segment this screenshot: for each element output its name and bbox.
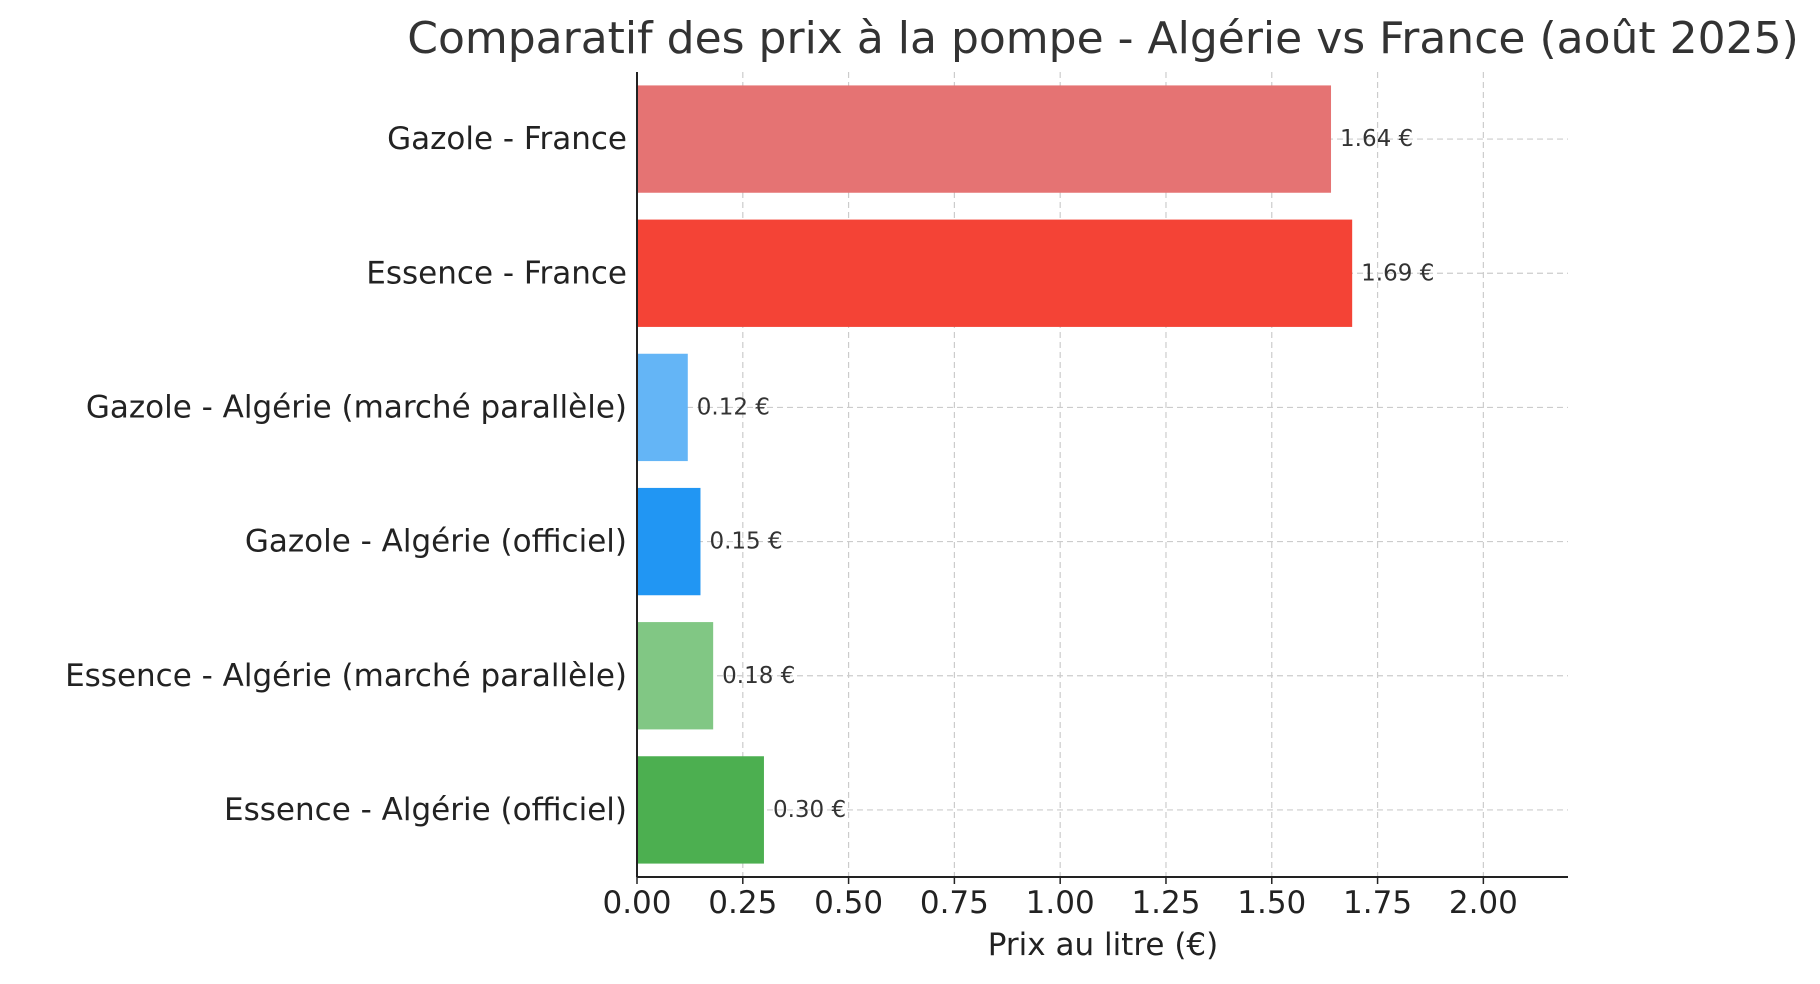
x-axis-label: Prix au litre (€) (988, 927, 1219, 963)
y-tick-labels: Gazole - France Essence - France Gazole - … (65, 121, 627, 828)
bars (637, 85, 1353, 864)
bar-value-label: 1.69 € (1361, 260, 1434, 286)
y-tick-label: Essence - France (366, 255, 627, 291)
x-tick-labels: 0.00 0.25 0.50 0.75 1.00 1.25 1.50 1.75 2.00 (602, 885, 1517, 921)
x-tick-label: 2.00 (1449, 885, 1518, 921)
x-tick-label: 0.50 (814, 885, 883, 921)
bar-value-label: 0.15 € (709, 529, 782, 555)
value-labels: 1.64 € 1.69 € 0.12 € 0.15 € 0.18 € 0.30 € (697, 126, 1435, 823)
bar (637, 85, 1332, 193)
x-tick-label: 1.25 (1131, 885, 1200, 921)
bar-value-label: 1.64 € (1340, 126, 1413, 152)
y-tick-label: Gazole - Algérie (officiel) (245, 524, 627, 560)
x-tick-label: 0.25 (708, 885, 777, 921)
x-tick-label: 1.00 (1026, 885, 1095, 921)
y-tick-label: Essence - Algérie (marché parallèle) (65, 658, 627, 694)
bar-value-label: 0.12 € (697, 394, 770, 420)
bar (637, 756, 764, 864)
y-tick-label: Gazole - France (387, 121, 627, 157)
y-tick-label: Essence - Algérie (officiel) (224, 792, 627, 828)
x-tick-label: 1.75 (1343, 885, 1412, 921)
x-tick-label: 1.50 (1237, 885, 1306, 921)
x-tick-label: 0.75 (920, 885, 989, 921)
bar-value-label: 0.30 € (773, 797, 846, 823)
chart-title: Comparatif des prix à la pompe - Algérie… (407, 13, 1799, 64)
bar (637, 487, 701, 596)
bar (637, 353, 688, 462)
axes (636, 72, 1568, 884)
x-tick-label: 0.00 (602, 885, 671, 921)
bar (637, 219, 1353, 327)
bar-value-label: 0.18 € (722, 663, 795, 689)
y-tick-label: Gazole - Algérie (marché parallèle) (86, 389, 627, 425)
bar (637, 622, 714, 730)
